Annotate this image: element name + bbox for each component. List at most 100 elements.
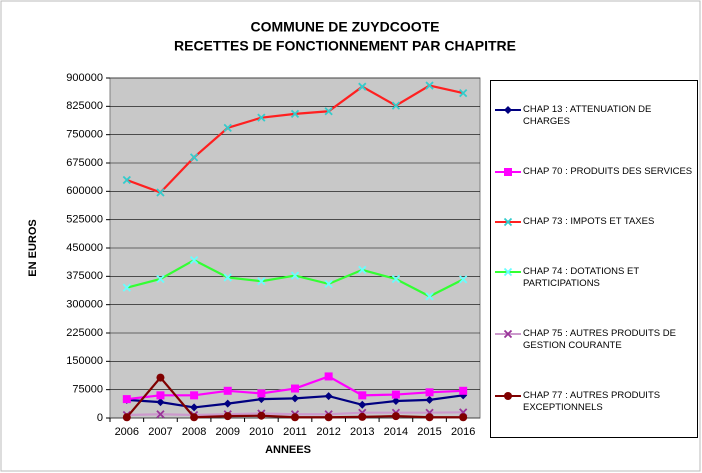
marker <box>358 400 367 409</box>
marker <box>391 397 400 405</box>
y-tick-label: 75000 <box>72 384 103 396</box>
legend-swatch <box>495 217 521 227</box>
legend-swatch <box>495 392 521 400</box>
marker <box>459 413 468 422</box>
y-tick-label: 900000 <box>66 72 103 84</box>
marker <box>156 188 165 197</box>
marker <box>391 101 401 110</box>
x-tick-label: 2007 <box>148 426 172 438</box>
marker <box>358 391 367 400</box>
legend-label: CHAP 77 : AUTRES PRODUITS EXCEPTIONNELS <box>523 390 661 413</box>
marker <box>324 372 333 381</box>
marker <box>122 175 131 185</box>
x-tick-label: 2016 <box>451 426 475 438</box>
marker <box>291 384 299 393</box>
marker <box>156 373 165 382</box>
x-tick-label: 2014 <box>384 426 408 438</box>
x-axis-label: ANNEES <box>265 444 311 456</box>
y-tick-label: 375000 <box>66 270 103 282</box>
marker <box>189 255 199 265</box>
marker <box>290 271 300 280</box>
marker <box>257 389 266 398</box>
marker <box>391 274 401 284</box>
marker <box>122 395 131 404</box>
y-tick-label: 750000 <box>66 129 103 141</box>
marker <box>358 82 367 91</box>
marker <box>223 123 232 133</box>
marker <box>291 413 299 422</box>
legend-label: CHAP 73 : IMPOTS ET TAXES <box>523 216 655 227</box>
marker <box>291 394 299 403</box>
legend-item: CHAP 70 : PRODUITS DES SERVICES <box>493 166 695 178</box>
marker <box>391 390 400 399</box>
marker <box>122 283 131 292</box>
marker <box>459 386 468 395</box>
marker <box>504 106 512 114</box>
chart-subtitle: RECETTES DE FONCTIONNEMENT PAR CHAPITRE <box>174 38 516 54</box>
y-tick-label: 450000 <box>66 242 103 254</box>
y-tick-label: 825000 <box>66 100 103 112</box>
x-tick-label: 2013 <box>350 426 374 438</box>
marker <box>504 168 512 176</box>
y-tick-label: 225000 <box>66 327 103 339</box>
x-tick-label: 2009 <box>215 426 239 438</box>
marker <box>425 388 434 397</box>
marker <box>257 277 266 286</box>
x-tick-label: 2010 <box>249 426 273 438</box>
marker <box>156 391 165 400</box>
marker <box>358 412 367 421</box>
marker <box>156 274 165 284</box>
marker <box>425 395 434 404</box>
chart-title: COMMUNE DE ZUYDCOOTE <box>251 19 440 35</box>
marker <box>190 413 199 422</box>
y-tick-label: 525000 <box>66 214 103 226</box>
marker <box>190 403 199 412</box>
x-tick-label: 2011 <box>283 426 307 438</box>
y-tick-label: 150000 <box>66 355 103 367</box>
legend-item: CHAP 77 : AUTRES PRODUITS EXCEPTIONNELS <box>493 390 695 414</box>
marker <box>257 411 266 420</box>
marker <box>122 413 131 422</box>
marker <box>459 275 468 284</box>
marker <box>503 217 513 227</box>
legend-swatch <box>495 106 521 114</box>
marker <box>324 107 333 116</box>
marker <box>223 399 232 408</box>
x-tick-label: 2012 <box>316 426 340 438</box>
marker <box>257 113 266 122</box>
marker <box>459 88 468 98</box>
x-tick-label: 2008 <box>182 426 206 438</box>
marker <box>190 391 199 400</box>
legend-label: CHAP 75 : AUTRES PRODUITS DE GESTION COU… <box>523 328 676 351</box>
legend-item: CHAP 73 : IMPOTS ET TAXES <box>493 216 695 228</box>
marker <box>425 81 434 90</box>
legend-label: CHAP 70 : PRODUITS DES SERVICES <box>523 166 693 177</box>
marker <box>503 329 513 339</box>
marker <box>425 292 434 301</box>
y-tick-label: 300000 <box>66 299 103 311</box>
marker <box>391 412 400 421</box>
marker <box>425 413 434 422</box>
marker <box>324 392 333 401</box>
marker <box>223 412 232 421</box>
legend-item: CHAP 74 : DOTATIONS ET PARTICIPATIONS <box>493 266 695 290</box>
x-tick-label: 2015 <box>417 426 441 438</box>
y-tick-label: 675000 <box>66 157 103 169</box>
marker <box>156 410 165 419</box>
x-tick-label: 2006 <box>115 426 139 438</box>
legend: CHAP 13 : ATTENUATION DE CHARGES CHAP 70 … <box>490 80 698 438</box>
marker <box>503 267 513 277</box>
marker <box>223 273 232 282</box>
y-tick-label: 0 <box>97 412 103 424</box>
marker <box>324 413 333 422</box>
marker <box>358 265 367 275</box>
legend-swatch <box>495 168 521 176</box>
legend-swatch <box>495 267 521 277</box>
y-tick-label: 600000 <box>66 185 103 197</box>
legend-label: CHAP 13 : ATTENUATION DE CHARGES <box>523 104 652 127</box>
y-axis-label: EN EUROS <box>27 219 39 276</box>
marker <box>189 153 199 162</box>
marker <box>504 392 512 400</box>
marker <box>223 386 232 395</box>
